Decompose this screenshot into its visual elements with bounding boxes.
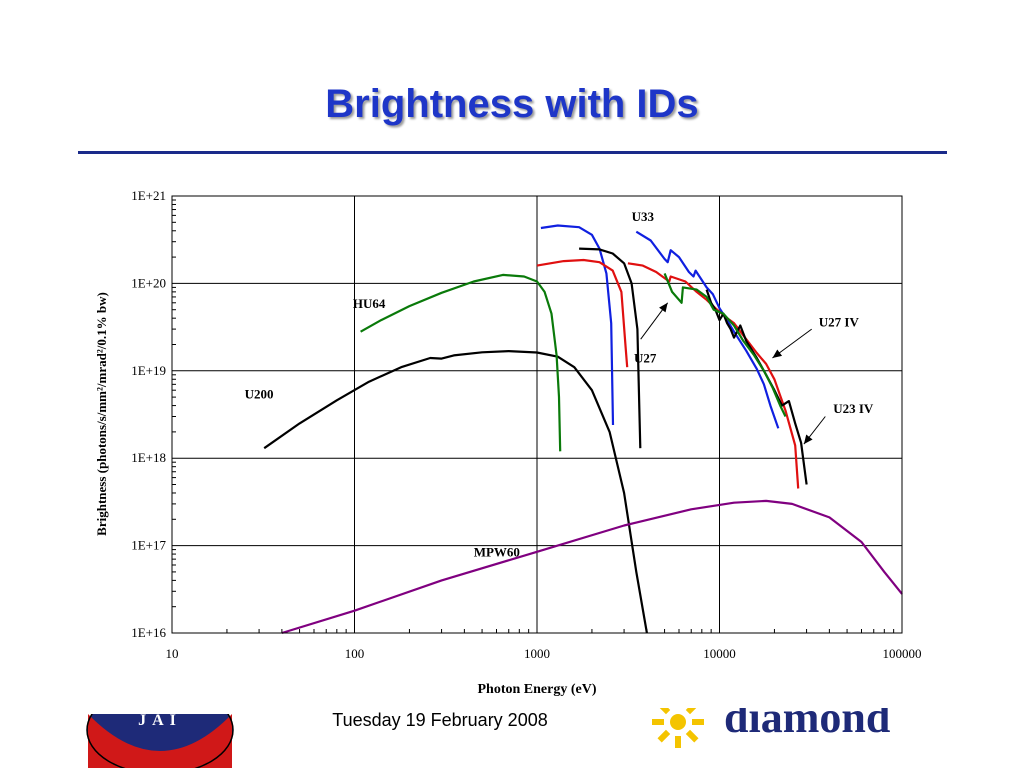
- series-line-mpw60: [281, 499, 903, 635]
- series-label-mpw60: MPW60: [474, 545, 520, 560]
- series-label-hu64: HU64: [353, 296, 386, 311]
- x-axis-title: Photon Energy (eV): [478, 682, 597, 697]
- x-tick-label: 100000: [883, 646, 922, 661]
- diamond-logo-text: diamond: [724, 700, 890, 742]
- series-line-u33: [540, 224, 780, 429]
- series-label-u33: U33: [632, 209, 655, 224]
- x-tick-label: 10000: [703, 646, 736, 661]
- slide-title: Brightness with IDs: [325, 82, 699, 126]
- jai-logo-text: JAI: [138, 712, 182, 729]
- chart-frame: [171, 195, 903, 634]
- series-label-u27-iv: U27 IV: [819, 315, 860, 330]
- series-line-u27-iv: [663, 272, 787, 417]
- y-tick-label: 1E+20: [131, 275, 166, 290]
- chart-series: [263, 224, 903, 635]
- y-axis-title: Brightness (photons/s/mm²/mrad²/0.1% bw): [94, 292, 109, 536]
- footer-date: Tuesday 19 February 2008: [332, 710, 548, 730]
- y-tick-label: 1E+18: [131, 450, 166, 465]
- series-line-hu64: [360, 273, 562, 452]
- plot-frame: [171, 195, 903, 634]
- title-rule: [78, 151, 947, 154]
- y-tick-label: 1E+17: [131, 538, 166, 553]
- y-tick-label: 1E+19: [131, 363, 166, 378]
- series-line-u200: [263, 350, 648, 634]
- annotation-arrow-head: [772, 349, 783, 359]
- series-label-u200: U200: [245, 387, 274, 402]
- x-tick-label: 1000: [524, 646, 550, 661]
- diamond-logo: diamond: [640, 700, 940, 765]
- x-tick-label: 10: [166, 646, 179, 661]
- jai-logo: JAI: [85, 708, 235, 773]
- y-tick-label: 1E+21: [131, 188, 166, 203]
- x-tick-label: 100: [345, 646, 365, 661]
- chart-labels: U33 HU64 U200 MPW60 U27 U27 IV U23 IV: [245, 209, 874, 560]
- chart-ticks: 10 100 1000 10000 100000 1E+16 1E+17 1E+18 1E+19…: [131, 188, 921, 661]
- annotation-arrow-head: [803, 434, 813, 445]
- series-label-u23-iv: U23 IV: [833, 401, 874, 416]
- series-line-u23-iv: [579, 247, 808, 485]
- series-label-u27: U27: [634, 350, 657, 365]
- y-tick-label: 1E+16: [131, 625, 166, 640]
- annotation-arrow-head: [659, 302, 668, 313]
- sunburst-icon: [652, 708, 704, 748]
